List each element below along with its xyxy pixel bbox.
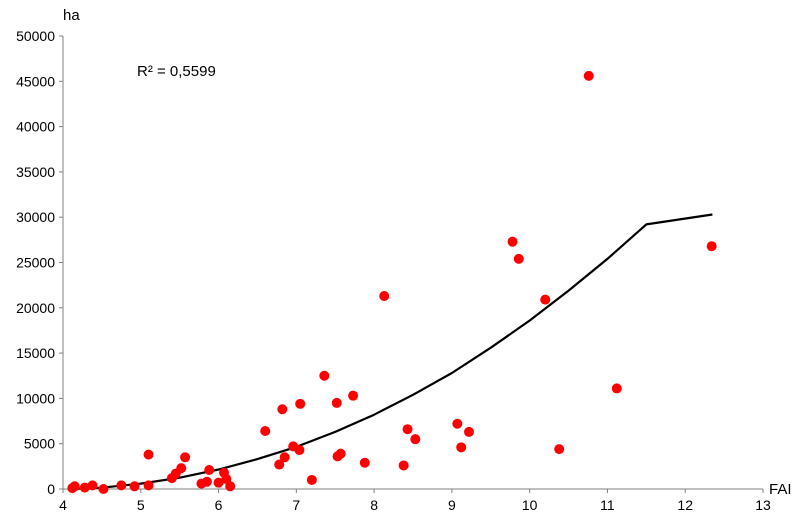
y-tick-label: 40000 — [16, 119, 55, 135]
y-axis-title: ha — [63, 7, 80, 24]
data-point — [379, 291, 390, 302]
data-point — [260, 426, 271, 437]
x-tick-label: 6 — [215, 497, 223, 513]
x-tick-label: 10 — [522, 497, 538, 513]
data-point — [335, 448, 346, 459]
x-axis-title: FAI — [769, 481, 792, 498]
y-tick-label: 20000 — [16, 300, 55, 316]
y-tick-label: 15000 — [16, 345, 55, 361]
x-tick-label: 8 — [370, 497, 378, 513]
y-tick-label: 0 — [47, 481, 55, 497]
y-tick-label: 30000 — [16, 209, 55, 225]
x-tick-label: 11 — [600, 497, 615, 513]
data-point — [348, 390, 359, 401]
data-point — [98, 484, 109, 494]
data-point — [225, 481, 236, 492]
data-point — [279, 452, 290, 463]
data-point — [359, 457, 370, 468]
x-tick-label: 5 — [137, 497, 145, 513]
data-point — [294, 445, 305, 456]
r-squared-label: R² = 0,5599 — [137, 63, 216, 80]
data-point — [611, 383, 622, 394]
data-point — [213, 477, 224, 488]
data-point — [176, 463, 187, 474]
data-point — [306, 474, 317, 485]
data-point — [398, 460, 409, 471]
x-ticks: 4 5 6 7 8 9 10 11 12 13 — [59, 489, 771, 513]
x-tick-label: 13 — [755, 497, 771, 513]
data-point — [319, 370, 330, 381]
data-point — [507, 236, 518, 247]
data-points — [67, 70, 717, 494]
data-point — [540, 294, 551, 305]
y-tick-label: 5000 — [24, 436, 55, 452]
x-tick-label: 4 — [59, 497, 67, 513]
data-point — [143, 480, 154, 491]
data-point — [204, 464, 215, 475]
y-tick-label: 10000 — [16, 390, 55, 406]
data-point — [331, 397, 342, 408]
data-point — [410, 434, 421, 445]
data-point — [277, 404, 288, 415]
data-point — [69, 481, 80, 492]
data-point — [464, 426, 474, 437]
data-point — [402, 424, 413, 435]
y-tick-label: 35000 — [16, 164, 55, 180]
data-point — [274, 459, 285, 470]
data-point — [706, 241, 717, 252]
data-point — [295, 398, 306, 409]
x-tick-label: 9 — [448, 497, 456, 513]
data-point — [143, 449, 154, 460]
data-point — [452, 418, 463, 429]
data-point — [201, 476, 212, 487]
data-point — [456, 442, 467, 453]
x-tick-label: 12 — [677, 497, 693, 513]
data-point — [79, 482, 90, 493]
y-tick-label: 25000 — [16, 255, 55, 271]
data-point — [583, 70, 594, 81]
y-tick-label: 50000 — [16, 28, 55, 44]
trendline — [70, 213, 713, 491]
y-ticks: 0 5000 10000 15000 20000 25000 30000 35000 40000… — [16, 28, 63, 497]
data-point — [116, 480, 127, 491]
data-point — [180, 452, 191, 463]
y-tick-label: 45000 — [16, 73, 55, 89]
data-point — [554, 444, 565, 455]
x-tick-label: 7 — [292, 497, 300, 513]
data-point — [513, 253, 524, 264]
data-point — [129, 481, 140, 492]
axes: 0 5000 10000 15000 20000 25000 30000 35000 40000… — [16, 28, 771, 513]
data-point — [87, 480, 98, 491]
